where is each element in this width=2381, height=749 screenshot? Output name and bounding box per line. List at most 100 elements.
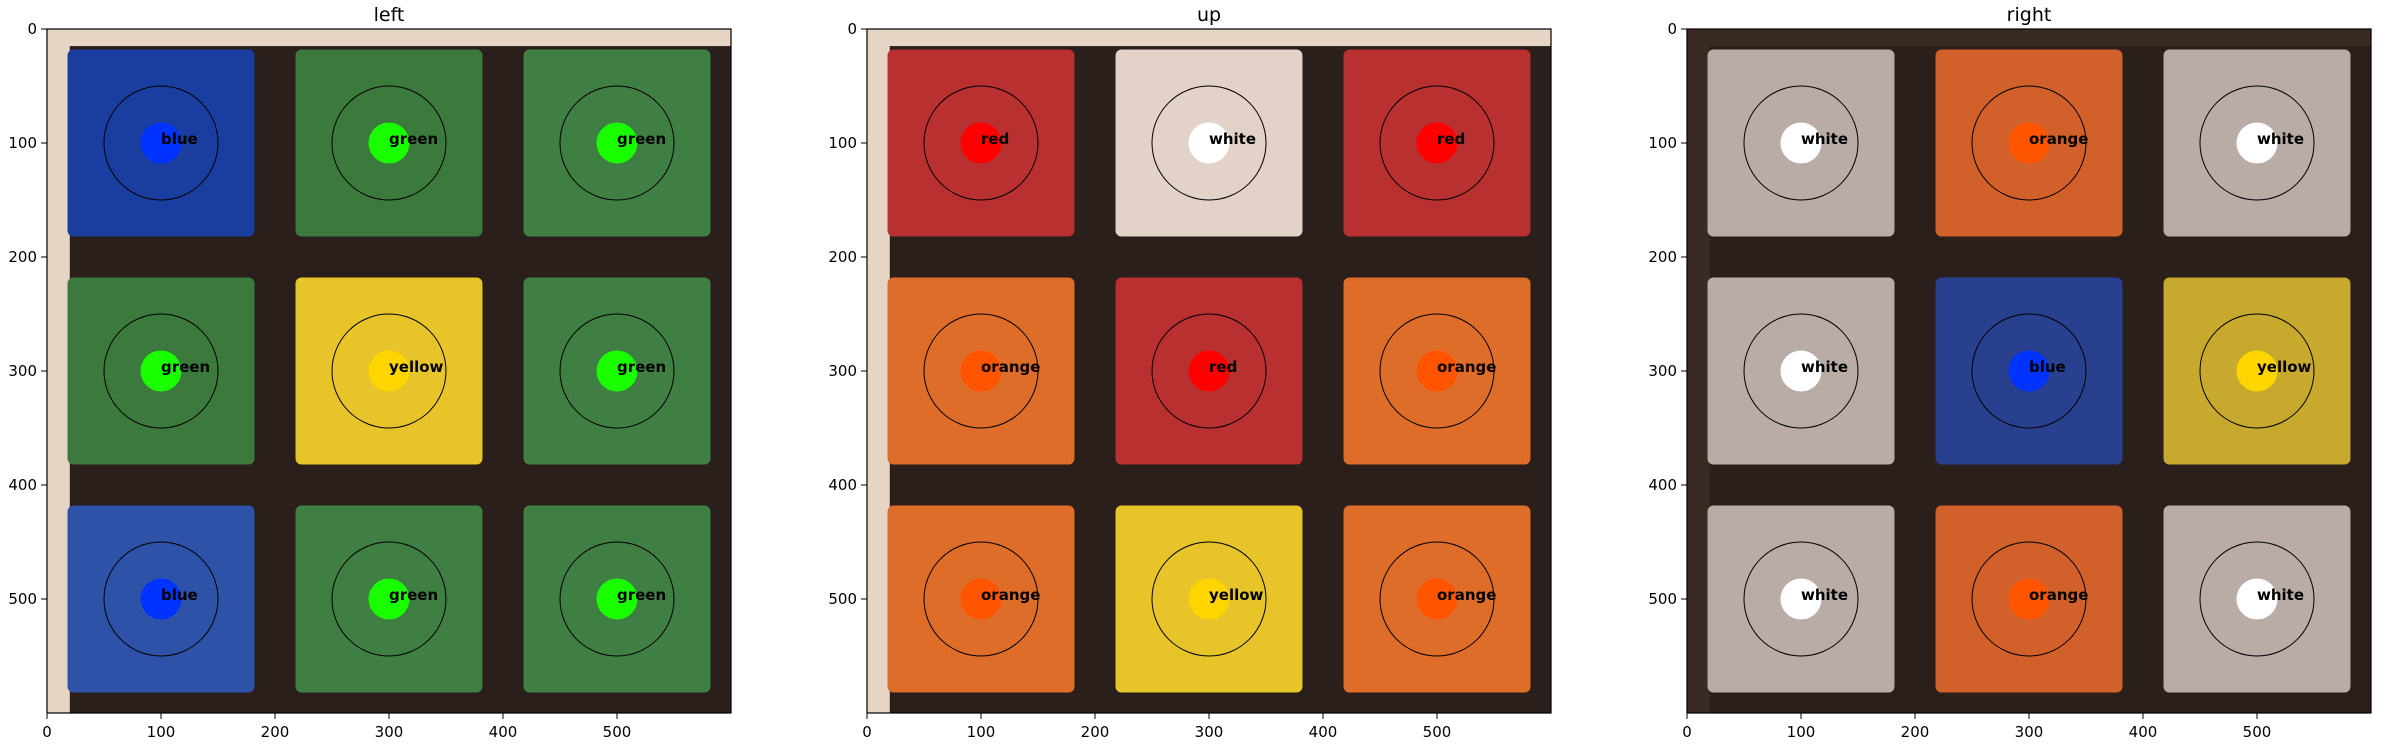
y-tick-label: 400	[828, 476, 857, 494]
detection-ring	[1743, 541, 1859, 657]
color-marker	[1780, 578, 1822, 620]
color-label: orange	[1437, 358, 1496, 376]
color-marker	[1188, 350, 1230, 392]
x-tick-label: 500	[603, 723, 632, 741]
color-marker	[2236, 578, 2278, 620]
color-marker	[2008, 578, 2050, 620]
color-marker	[368, 122, 410, 164]
color-label: red	[1437, 130, 1465, 148]
color-marker	[2008, 350, 2050, 392]
detection-ring	[1971, 541, 2087, 657]
detection-ring	[1151, 313, 1267, 429]
y-tick-label: 100	[8, 134, 37, 152]
color-marker	[2236, 350, 2278, 392]
detection-ring	[559, 313, 675, 429]
x-tick-label: 100	[147, 723, 176, 741]
color-label: white	[2257, 586, 2304, 604]
y-tick-label: 0	[1667, 20, 1677, 38]
color-marker	[140, 122, 182, 164]
panel-title: up	[1197, 4, 1221, 26]
detection-ring	[2199, 313, 2315, 429]
detection-ring	[923, 541, 1039, 657]
detection-ring	[331, 541, 447, 657]
color-marker	[1188, 122, 1230, 164]
color-marker	[2008, 122, 2050, 164]
x-tick-label: 400	[2129, 723, 2158, 741]
color-label: white	[1801, 358, 1848, 376]
x-tick-label: 100	[1787, 723, 1816, 741]
x-tick-label: 500	[2243, 723, 2272, 741]
x-tick-label: 300	[1195, 723, 1224, 741]
panel-title: right	[2007, 4, 2052, 26]
color-label: orange	[2029, 130, 2088, 148]
color-marker	[1416, 350, 1458, 392]
detection-ring	[1971, 313, 2087, 429]
x-tick-label: 400	[1309, 723, 1338, 741]
color-marker	[368, 350, 410, 392]
detection-ring	[559, 541, 675, 657]
color-marker	[1780, 122, 1822, 164]
color-label: blue	[161, 130, 198, 148]
detection-ring	[1743, 85, 1859, 201]
color-marker	[368, 578, 410, 620]
panel-up: red white red orange red orange orange yellow or…	[828, 4, 1552, 741]
detection-ring	[103, 85, 219, 201]
y-tick-label: 400	[1648, 476, 1677, 494]
y-tick-label: 0	[27, 20, 37, 38]
detection-ring	[923, 85, 1039, 201]
color-marker	[2236, 122, 2278, 164]
detection-ring	[559, 85, 675, 201]
x-tick-label: 0	[862, 723, 872, 741]
color-label: white	[1801, 130, 1848, 148]
color-label: orange	[1437, 586, 1496, 604]
color-label: yellow	[2257, 358, 2312, 376]
color-marker	[1416, 122, 1458, 164]
color-label: red	[981, 130, 1009, 148]
y-tick-label: 0	[847, 20, 857, 38]
color-label: green	[161, 358, 210, 376]
color-marker	[140, 578, 182, 620]
y-tick-label: 300	[828, 362, 857, 380]
color-label: green	[617, 586, 666, 604]
color-marker	[140, 350, 182, 392]
color-marker	[1188, 578, 1230, 620]
x-tick-label: 200	[261, 723, 290, 741]
color-label: white	[1801, 586, 1848, 604]
detection-ring	[2199, 85, 2315, 201]
color-label: green	[389, 586, 438, 604]
panel-right: white orange white white blue yellow white oran…	[1648, 4, 2372, 741]
color-label: yellow	[389, 358, 444, 376]
panel-left: blue green green green yellow green blue green g…	[8, 4, 732, 741]
color-marker	[1780, 350, 1822, 392]
color-label: yellow	[1209, 586, 1264, 604]
detection-ring	[923, 313, 1039, 429]
x-tick-label: 0	[42, 723, 52, 741]
x-tick-label: 100	[967, 723, 996, 741]
color-label: red	[1209, 358, 1237, 376]
detection-ring	[331, 313, 447, 429]
color-label: orange	[981, 358, 1040, 376]
x-tick-label: 300	[375, 723, 404, 741]
y-tick-label: 500	[1648, 590, 1677, 608]
color-label: white	[2257, 130, 2304, 148]
color-marker	[960, 578, 1002, 620]
color-label: orange	[981, 586, 1040, 604]
color-label: green	[617, 358, 666, 376]
detection-ring	[103, 313, 219, 429]
y-tick-label: 100	[1648, 134, 1677, 152]
detection-ring	[1379, 85, 1495, 201]
x-tick-label: 500	[1423, 723, 1452, 741]
y-tick-label: 500	[828, 590, 857, 608]
y-tick-label: 500	[8, 590, 37, 608]
x-tick-label: 200	[1081, 723, 1110, 741]
x-tick-label: 400	[489, 723, 518, 741]
y-tick-label: 200	[8, 248, 37, 266]
detection-ring	[2199, 541, 2315, 657]
y-tick-label: 200	[1648, 248, 1677, 266]
color-label: green	[617, 130, 666, 148]
x-tick-label: 300	[2015, 723, 2044, 741]
detection-ring	[1151, 85, 1267, 201]
color-label: white	[1209, 130, 1256, 148]
color-label: blue	[2029, 358, 2066, 376]
